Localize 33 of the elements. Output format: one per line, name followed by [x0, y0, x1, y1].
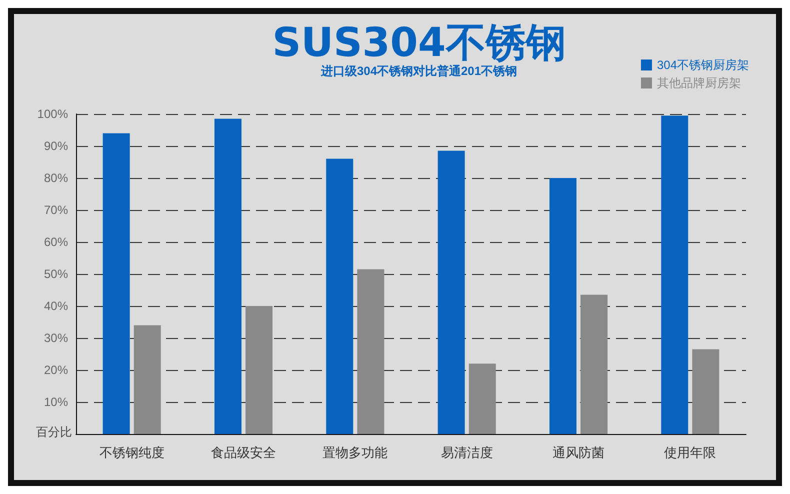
y-tick-label: 40% — [44, 299, 68, 313]
y-tick-label: 60% — [44, 235, 68, 249]
x-tick-label: 置物多功能 — [322, 445, 388, 460]
y-tick-label: 90% — [44, 139, 68, 153]
bar — [134, 325, 161, 434]
y-tick-label: 20% — [44, 363, 68, 377]
y-tick-label: 10% — [44, 395, 68, 409]
y-tick-label: 30% — [44, 331, 68, 345]
legend-label: 其他品牌厨房架 — [656, 76, 741, 90]
chart-title: SUS304不锈钢 — [272, 20, 566, 66]
legend-label: 304不锈钢厨房架 — [656, 58, 750, 72]
y-tick-label: 100% — [37, 107, 68, 121]
bar — [468, 364, 496, 434]
chart-subtitle: 进口级304不锈钢对比普通201不锈钢 — [320, 64, 518, 78]
bar — [214, 118, 242, 434]
bar — [438, 150, 465, 434]
bar — [102, 133, 130, 434]
x-tick-label: 食品级安全 — [211, 445, 276, 460]
bar — [580, 294, 608, 434]
bar — [549, 178, 576, 434]
y-axis-title: 百分比 — [36, 425, 72, 439]
bar — [357, 269, 384, 434]
bar — [326, 158, 354, 434]
x-tick-label: 易清洁度 — [440, 445, 493, 460]
bar — [692, 349, 720, 434]
bar — [661, 116, 688, 434]
x-tick-label: 不锈钢纯度 — [99, 445, 164, 460]
y-tick-label: 50% — [44, 267, 68, 281]
x-tick-label: 使用年限 — [664, 445, 716, 460]
x-tick-label: 通风防菌 — [552, 445, 604, 460]
y-tick-label: 80% — [44, 171, 68, 185]
y-tick-label: 70% — [44, 203, 68, 217]
bar — [246, 306, 273, 434]
